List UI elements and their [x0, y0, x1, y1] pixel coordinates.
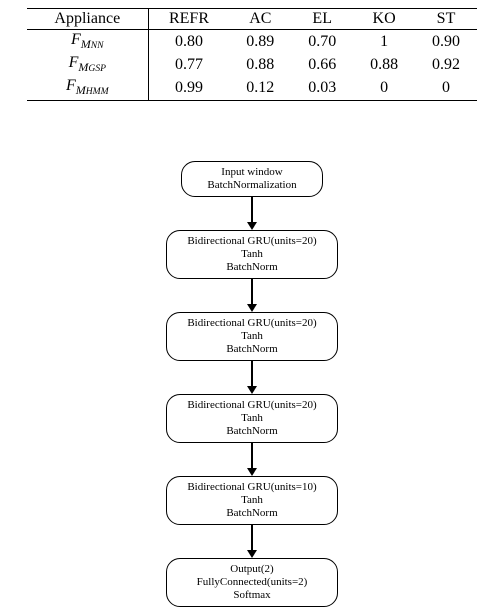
- col-header: REFR: [148, 9, 229, 30]
- flow-arrow: [251, 443, 253, 476]
- col-header: AC: [229, 9, 291, 30]
- cell: 0.92: [415, 53, 477, 76]
- row-label-sub1: M: [76, 84, 86, 98]
- row-label-base: F: [66, 77, 76, 94]
- flow-node-line: Bidirectional GRU(units=20): [177, 399, 327, 412]
- flow-node-line: BatchNorm: [177, 425, 327, 438]
- row-label: FMGSP: [27, 53, 148, 76]
- flow-node-line: FullyConnected(units=2): [177, 576, 327, 589]
- cell: 0.88: [229, 53, 291, 76]
- table-row: FMHMM 0.99 0.12 0.03 0 0: [27, 76, 477, 100]
- cell: 0: [353, 76, 415, 100]
- row-label-base: F: [69, 54, 79, 71]
- row-label: FMNN: [27, 30, 148, 54]
- flow-node-line: BatchNorm: [177, 507, 327, 520]
- flow-node-line: Bidirectional GRU(units=10): [177, 481, 327, 494]
- table: Appliance REFR AC EL KO ST FMNN 0.80 0.8…: [27, 8, 477, 101]
- flow-arrow: [251, 279, 253, 312]
- table-header-row: Appliance REFR AC EL KO ST: [27, 9, 477, 30]
- flow-arrow: [251, 361, 253, 394]
- flow-node-line: Softmax: [177, 589, 327, 602]
- cell: 1: [353, 30, 415, 54]
- flow-node-line: BatchNorm: [177, 343, 327, 356]
- cell: 0.88: [353, 53, 415, 76]
- row-label-sub1: M: [78, 60, 88, 74]
- flow-node-line: Input window: [192, 166, 312, 179]
- flow-node-line: Output(2): [177, 563, 327, 576]
- flow-arrow: [251, 197, 253, 230]
- cell: 0.70: [291, 30, 353, 54]
- flow-node-input: Input window BatchNormalization: [181, 161, 323, 197]
- cell: 0.90: [415, 30, 477, 54]
- flow-node-line: Tanh: [177, 412, 327, 425]
- row-label-base: F: [71, 31, 81, 48]
- cell: 0: [415, 76, 477, 100]
- flow-node-line: Tanh: [177, 494, 327, 507]
- row-label-sub2: NN: [91, 40, 104, 51]
- table-row: FMNN 0.80 0.89 0.70 1 0.90: [27, 30, 477, 54]
- row-label-sub1: M: [81, 37, 91, 51]
- table-row: FMGSP 0.77 0.88 0.66 0.88 0.92: [27, 53, 477, 76]
- flow-node-gru2: Bidirectional GRU(units=20) Tanh BatchNo…: [166, 312, 338, 361]
- flow-node-line: BatchNormalization: [192, 179, 312, 192]
- flow-node-line: Tanh: [177, 330, 327, 343]
- cell: 0.66: [291, 53, 353, 76]
- flow-arrow: [251, 525, 253, 558]
- cell: 0.89: [229, 30, 291, 54]
- flow-node-line: Tanh: [177, 248, 327, 261]
- flow-node-line: BatchNorm: [177, 261, 327, 274]
- row-label-sub2: GSP: [88, 63, 106, 74]
- row-label: FMHMM: [27, 76, 148, 100]
- flow-node-line: Bidirectional GRU(units=20): [177, 317, 327, 330]
- col-header: ST: [415, 9, 477, 30]
- cell: 0.77: [148, 53, 229, 76]
- cell: 0.99: [148, 76, 229, 100]
- flow-node-line: Bidirectional GRU(units=20): [177, 235, 327, 248]
- results-table: Appliance REFR AC EL KO ST FMNN 0.80 0.8…: [27, 8, 477, 101]
- col-header: Appliance: [27, 9, 148, 30]
- cell: 0.80: [148, 30, 229, 54]
- col-header: KO: [353, 9, 415, 30]
- flow-node-gru4: Bidirectional GRU(units=10) Tanh BatchNo…: [166, 476, 338, 525]
- architecture-flowchart: Input window BatchNormalization Bidirect…: [0, 161, 504, 607]
- cell: 0.12: [229, 76, 291, 100]
- flow-node-gru1: Bidirectional GRU(units=20) Tanh BatchNo…: [166, 230, 338, 279]
- flow-node-gru3: Bidirectional GRU(units=20) Tanh BatchNo…: [166, 394, 338, 443]
- col-header: EL: [291, 9, 353, 30]
- flow-node-output: Output(2) FullyConnected(units=2) Softma…: [166, 558, 338, 607]
- row-label-sub2: HMM: [86, 87, 109, 98]
- cell: 0.03: [291, 76, 353, 100]
